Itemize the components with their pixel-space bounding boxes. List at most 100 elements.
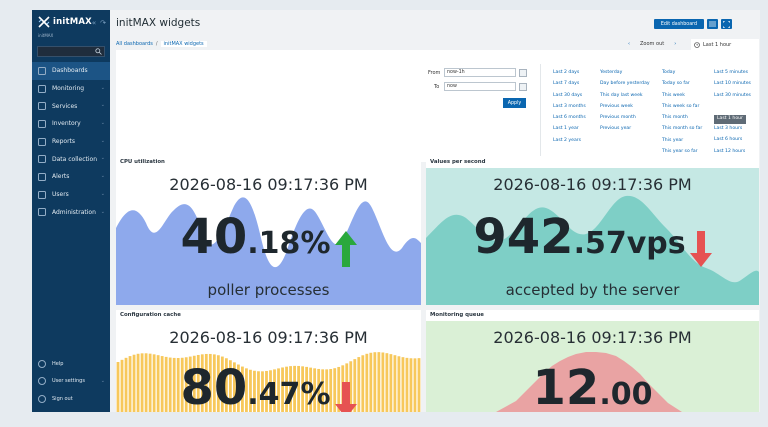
breadcrumb-root[interactable]: All dashboards [116,41,153,47]
sparkline-bar [261,371,264,412]
sparkline-bar [241,366,244,412]
widget-description: poller processes [207,281,330,299]
chevron-down-icon: ⌄ [100,173,105,180]
sidebar-search-input[interactable] [37,46,105,57]
quick-range-item[interactable]: Today [662,70,676,75]
nav-administration[interactable]: Administration ⌄ [32,204,110,222]
sparkline-bar [204,353,208,412]
sparkline-bar [317,368,321,412]
sidebar: initMAX « ↷ initMAX Dashboards Monitorin… [32,10,110,412]
actions-menu-button[interactable] [707,19,718,29]
quick-range-item[interactable]: This year so far [662,149,698,155]
nav-data-collection[interactable]: Data collection ⌄ [32,150,110,168]
breadcrumb-current[interactable]: initMAX widgets [160,41,207,47]
quick-range-item-selected[interactable]: Last 1 hour [714,114,746,124]
to-calendar-icon[interactable] [519,83,527,91]
sparkline-bar [333,368,337,412]
widget-cpu-utilization[interactable]: CPU utilization 2026-08-16 09:17:36 PM 4… [116,157,421,305]
sparkline-bar [164,356,168,412]
quick-range-item[interactable]: This month so far [662,126,703,132]
sparkline-bar [208,353,212,412]
chevron-right-icon[interactable]: › [674,41,677,47]
quick-range-item[interactable]: Last 3 hours [714,126,743,132]
from-calendar-icon[interactable] [519,69,527,77]
logo[interactable]: initMAX [38,16,92,28]
nav-user-settings[interactable]: User settings ⌄ [32,373,110,391]
widget-monitoring-queue[interactable]: Monitoring queue 2026-08-16 09:17:36 PM … [426,310,759,412]
quick-range-item[interactable]: Last 30 days [553,92,583,98]
quick-range-item[interactable]: Last 3 months [553,103,586,109]
quick-range-item[interactable]: This day last week [600,92,643,98]
sparkline-bar [120,359,124,412]
quick-range-item[interactable]: Last 2 days [553,70,580,75]
value-decimal: .57 [573,226,627,261]
services-icon [38,102,46,111]
quick-range-item[interactable]: Day before yesterday [600,81,650,87]
quick-range-item[interactable]: Last 1 year [553,126,579,132]
collapse-sidebar-icon[interactable]: « [91,19,97,27]
nav-alerts[interactable]: Alerts ⌄ [32,168,110,186]
quick-range-item[interactable]: Last 6 hours [714,137,743,143]
quick-range-item[interactable]: Previous month [600,115,636,121]
search-icon[interactable] [95,48,102,55]
to-input[interactable]: now [444,82,516,91]
widget-timestamp: 2026-08-16 09:17:36 PM [169,328,368,347]
nav-label: Administration [52,208,96,216]
sparkline-bar [200,354,204,412]
apply-button[interactable]: Apply [503,98,526,108]
quick-range-item[interactable]: Last 7 days [553,81,580,87]
quick-range-item[interactable]: Last 10 minutes [714,81,751,87]
power-icon [38,394,46,403]
nav-monitoring[interactable]: Monitoring ⌄ [32,80,110,98]
quick-range-item[interactable]: This week so far [662,103,700,109]
quick-range-item[interactable]: This month [662,115,688,121]
quick-range-item[interactable]: Last 30 minutes [714,92,751,98]
widget-title: CPU utilization [120,159,165,165]
sparkline-bar [148,353,152,412]
kiosk-mode-icon[interactable]: ↷ [100,19,106,27]
zoom-out-button[interactable]: Zoom out [640,41,665,47]
sparkline-bar [381,352,385,412]
widget-configuration-cache[interactable]: Configuration cache 2026-08-16 09:17:36 … [116,310,421,412]
value-integer: 40 [180,209,248,265]
sparkline-bar [245,368,248,412]
kiosk-mode-button[interactable] [721,19,732,29]
time-period-tab[interactable]: Last 1 hour [691,39,759,50]
quick-range-column: Today Today so far This week This week s… [662,70,702,160]
nav-users[interactable]: Users ⌄ [32,186,110,204]
sparkline-bar [401,357,405,412]
nav-sign-out[interactable]: Sign out [32,390,110,408]
quick-range-item[interactable]: Last 5 minutes [714,70,749,75]
widget-values-per-second[interactable]: Values per second 2026-08-16 09:17:36 PM… [426,157,759,305]
quick-range-item[interactable]: Yesterday [600,70,623,75]
widget-sparkline [426,321,759,412]
nav-dashboards[interactable]: Dashboards [32,62,110,80]
sparkline-bar [397,356,401,412]
sparkline-bar [417,358,421,412]
sparkline-bar [269,370,272,412]
nav-help[interactable]: Help [32,355,110,373]
chevron-left-icon[interactable]: ‹ [628,41,630,47]
sparkline-bar [249,369,252,412]
sparkline-bar [132,354,136,412]
reports-icon [38,137,46,146]
nav-reports[interactable]: Reports ⌄ [32,133,110,151]
quick-range-item[interactable]: This year [662,137,684,143]
nav-inventory[interactable]: Inventory ⌄ [32,115,110,133]
edit-dashboard-button[interactable]: Edit dashboard [654,19,704,29]
value-unit: vps [626,226,686,261]
sparkline-bar [281,367,284,412]
nav-services[interactable]: Services ⌄ [32,97,110,115]
quick-range-item[interactable]: Last 6 months [553,115,586,121]
quick-range-item[interactable]: Previous week [600,103,633,109]
widget-title: Values per second [430,159,486,165]
quick-range-item[interactable]: Previous year [600,126,632,132]
value-unit: % [300,377,331,412]
chevron-down-icon: ⌄ [100,155,105,162]
quick-range-item[interactable]: Today so far [662,81,690,87]
sparkline-bar [257,371,260,412]
from-input[interactable]: now-1h [444,68,516,77]
quick-range-item[interactable]: Last 12 hours [714,148,746,154]
quick-range-item[interactable]: This week [662,92,685,98]
quick-range-item[interactable]: Last 2 years [553,137,582,143]
